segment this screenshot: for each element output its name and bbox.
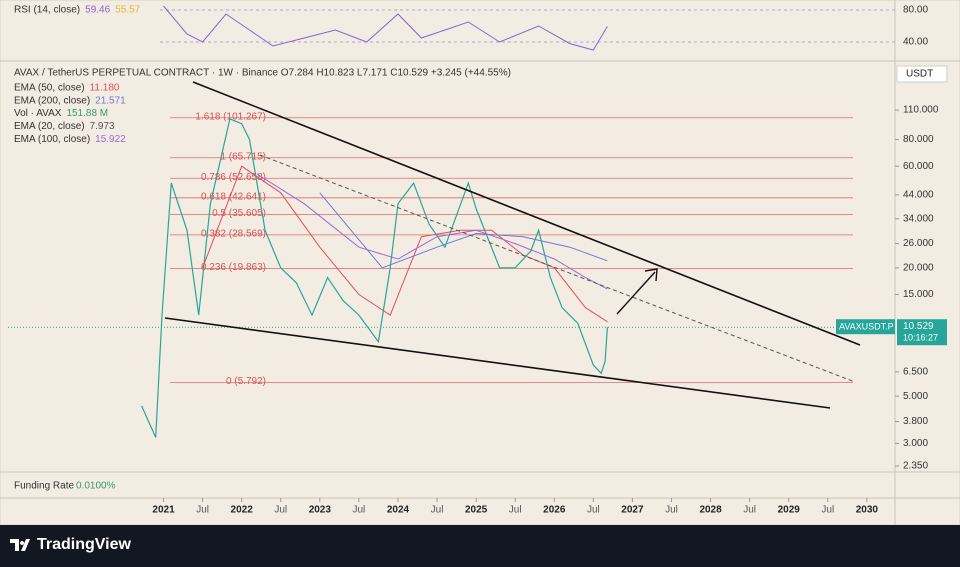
y-tick-label: 80.000 bbox=[903, 134, 934, 145]
price-tag bbox=[897, 319, 947, 346]
y-tick-label: 3.800 bbox=[903, 416, 928, 427]
legend-name: EMA (50, close) bbox=[14, 83, 85, 94]
x-tick-label: 2022 bbox=[231, 505, 254, 516]
symbol-tag-label: AVAXUSDT.P bbox=[839, 322, 894, 332]
fib-label: 1.618 (101.267) bbox=[195, 111, 266, 122]
fib-label: 0.786 (52.658) bbox=[201, 172, 266, 183]
symbol-title: AVAX / TetherUS PERPETUAL CONTRACT · 1W … bbox=[14, 68, 511, 79]
legend-value: 7.973 bbox=[90, 121, 115, 132]
currency-box[interactable] bbox=[896, 65, 948, 83]
legend-name: EMA (200, close) bbox=[14, 95, 90, 106]
currency: USDT bbox=[906, 69, 933, 80]
legend-value: 11.180 bbox=[90, 83, 120, 94]
rsi-label: RSI (14, close) bbox=[14, 5, 80, 16]
x-tick-label: 2025 bbox=[465, 505, 488, 516]
y-tick-label: 15.000 bbox=[903, 289, 934, 300]
symbol-tag bbox=[836, 319, 895, 335]
legend-name: EMA (100, close) bbox=[14, 134, 90, 145]
y-tick-label: 44.000 bbox=[903, 190, 934, 201]
fib-label: 0.236 (19.863) bbox=[201, 262, 266, 273]
fib-label: 0.618 (42.641) bbox=[201, 191, 266, 202]
y-tick-label: 6.500 bbox=[903, 366, 928, 377]
legend-value: 15.922 bbox=[95, 134, 126, 145]
x-tick-label: Jul bbox=[509, 505, 522, 516]
rsi-tick-label: 40.00 bbox=[903, 37, 928, 48]
trendline bbox=[192, 81, 861, 346]
y-tick-label: 20.000 bbox=[903, 262, 934, 273]
x-tick-label: 2027 bbox=[621, 505, 644, 516]
rsi-line bbox=[163, 5, 608, 51]
legend-name: Vol · AVAX bbox=[14, 108, 62, 119]
y-tick-label: 34.000 bbox=[903, 213, 934, 224]
x-tick-label: Jul bbox=[665, 505, 678, 516]
y-tick-label: 110.000 bbox=[903, 105, 939, 116]
trendline bbox=[164, 317, 831, 409]
x-tick-label: 2023 bbox=[309, 505, 332, 516]
x-tick-label: Jul bbox=[431, 505, 444, 516]
series-line bbox=[141, 118, 608, 438]
arrow bbox=[616, 271, 656, 315]
rsi-value: 59.46 bbox=[85, 5, 110, 16]
series-line bbox=[257, 173, 608, 290]
x-tick-label: 2030 bbox=[856, 505, 879, 516]
funding-label: Funding Rate bbox=[14, 481, 74, 492]
x-tick-label: Jul bbox=[352, 505, 365, 516]
rsi-signal: 55.57 bbox=[115, 5, 140, 16]
x-tick-label: Jul bbox=[821, 505, 834, 516]
series-line bbox=[319, 192, 608, 269]
y-tick-label: 60.000 bbox=[903, 161, 934, 172]
fib-label: 0.5 (35.605) bbox=[212, 208, 266, 219]
x-tick-label: 2024 bbox=[387, 505, 410, 516]
y-tick-label: 26.000 bbox=[903, 238, 934, 249]
logo-mark bbox=[10, 539, 30, 551]
fib-label: 1 (65.715) bbox=[220, 151, 266, 162]
brand: TradingView bbox=[37, 536, 132, 553]
price-tag-countdown: 10:16:27 bbox=[903, 333, 938, 343]
x-tick-label: Jul bbox=[274, 505, 287, 516]
x-tick-label: Jul bbox=[587, 505, 600, 516]
y-tick-label: 5.000 bbox=[903, 391, 928, 402]
funding-value: 0.0100% bbox=[76, 481, 116, 492]
x-tick-label: 2029 bbox=[778, 505, 801, 516]
fib-label: 0 (5.792) bbox=[226, 376, 266, 387]
y-tick-label: 2.350 bbox=[903, 461, 928, 472]
y-tick-label: 3.000 bbox=[903, 438, 928, 449]
legend-value: 21.571 bbox=[95, 95, 126, 106]
trendline-dashed bbox=[259, 154, 856, 383]
rsi-tick-label: 80.00 bbox=[903, 5, 928, 16]
price-tag-value: 10.529 bbox=[903, 321, 934, 332]
fib-label: 0.382 (28.569) bbox=[201, 228, 266, 239]
x-tick-label: 2028 bbox=[699, 505, 722, 516]
x-tick-label: 2021 bbox=[152, 505, 175, 516]
legend-value: 151.88 M bbox=[66, 108, 108, 119]
footer-bar bbox=[0, 525, 960, 567]
arrow-head bbox=[644, 268, 658, 282]
x-tick-label: 2026 bbox=[543, 505, 566, 516]
x-tick-label: Jul bbox=[196, 505, 209, 516]
legend-name: EMA (20, close) bbox=[14, 121, 85, 132]
x-tick-label: Jul bbox=[743, 505, 756, 516]
